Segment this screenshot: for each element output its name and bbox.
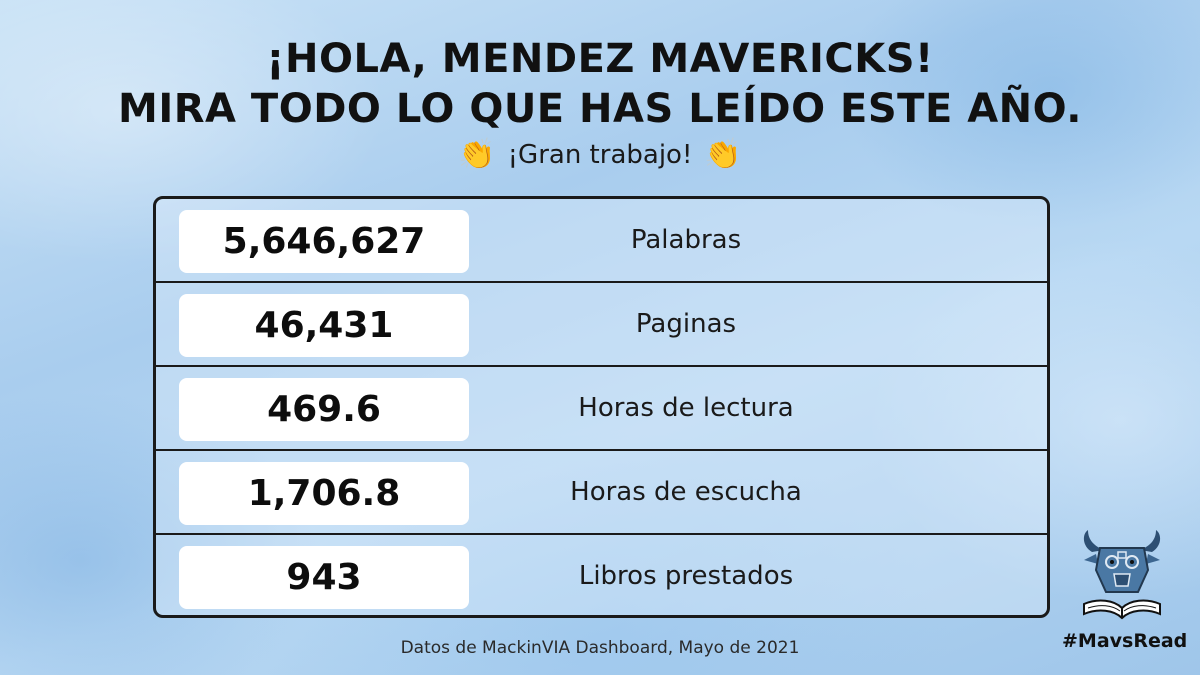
stat-label: Horas de lectura bbox=[578, 393, 794, 423]
headline-greeting: ¡HOLA, MENDEZ MAVERICKS! bbox=[266, 36, 934, 82]
stat-value: 1,706.8 bbox=[179, 462, 469, 525]
stats-table: 5,646,627 Palabras 46,431 Paginas 469.6 … bbox=[153, 196, 1050, 618]
stat-row-horas-lectura: 469.6 Horas de lectura bbox=[156, 367, 1047, 451]
stat-label: Palabras bbox=[630, 225, 742, 255]
stat-row-paginas: 46,431 Paginas bbox=[156, 283, 1047, 367]
stat-label: Horas de escucha bbox=[570, 477, 802, 507]
stat-label: Libros prestados bbox=[578, 561, 794, 591]
stat-value: 5,646,627 bbox=[179, 210, 469, 273]
data-source-note: Datos de MackinVIA Dashboard, Mayo de 20… bbox=[400, 638, 800, 658]
stat-value: 46,431 bbox=[179, 294, 469, 357]
stat-row-palabras: 5,646,627 Palabras bbox=[156, 199, 1047, 283]
clapping-hands-icon: 👏 bbox=[458, 137, 496, 172]
clapping-hands-icon: 👏 bbox=[704, 137, 742, 172]
subtitle-row: 👏 ¡Gran trabajo! 👏 bbox=[0, 137, 1200, 172]
stat-value: 943 bbox=[179, 546, 469, 609]
hashtag-label: #MavsRead bbox=[1062, 630, 1188, 652]
maverick-bull-book-logo-icon bbox=[1083, 530, 1161, 620]
headline-summary: MIRA TODO LO QUE HAS LEÍDO ESTE AÑO. bbox=[118, 86, 1082, 132]
subtitle-text: ¡Gran trabajo! bbox=[507, 140, 693, 170]
stat-value: 469.6 bbox=[179, 378, 469, 441]
stat-row-horas-escucha: 1,706.8 Horas de escucha bbox=[156, 451, 1047, 535]
stat-label: Paginas bbox=[635, 309, 737, 339]
stat-row-libros-prestados: 943 Libros prestados bbox=[156, 535, 1047, 615]
